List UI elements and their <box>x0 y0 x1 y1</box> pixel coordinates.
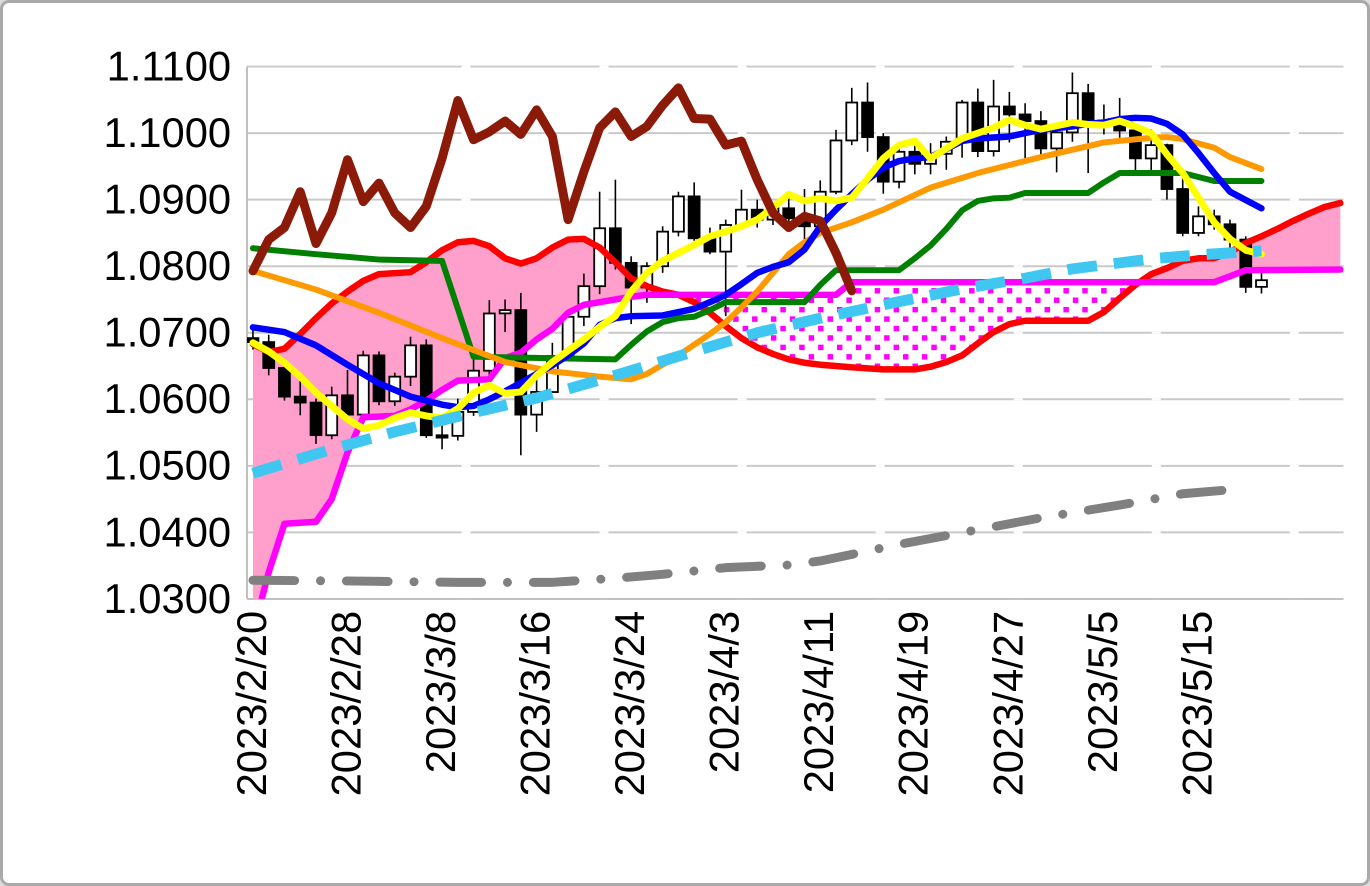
candle-down <box>1081 92 1095 126</box>
candle-up <box>593 227 607 288</box>
y-tick-label: 1.0800 <box>104 242 232 289</box>
y-tick-label: 1.0300 <box>104 575 232 622</box>
x-tick-label: 2023/3/16 <box>512 611 559 797</box>
candle-up <box>1192 215 1205 234</box>
y-tick-label: 1.1000 <box>104 109 232 156</box>
candle-up <box>1144 144 1158 160</box>
x-tick-label: 2023/4/3 <box>701 611 748 773</box>
candle-up <box>656 230 670 268</box>
candle-up <box>1255 279 1268 288</box>
x-tick-label: 2023/4/27 <box>984 611 1031 797</box>
candle-down <box>687 195 701 240</box>
candle-down <box>278 367 291 398</box>
candle-up <box>829 139 843 193</box>
candle-down <box>1176 188 1190 234</box>
candle-down <box>861 101 874 138</box>
x-tick-label: 2023/4/11 <box>795 611 842 793</box>
indicator-lines <box>248 83 1344 599</box>
candle-up <box>325 394 339 437</box>
y-tick-label: 1.0700 <box>104 309 232 356</box>
line-ma-long-orange <box>249 134 1265 383</box>
y-tick-label: 1.1100 <box>107 42 231 89</box>
candle-down <box>1003 105 1016 116</box>
candle-down <box>435 434 449 439</box>
candle-down <box>1129 129 1142 160</box>
x-tick-label: 2023/3/8 <box>417 611 464 773</box>
x-tick-label: 2023/2/28 <box>322 611 369 797</box>
candle-up <box>1066 92 1079 134</box>
candle-down <box>293 395 307 404</box>
candle-up <box>404 344 417 378</box>
candle-down <box>309 401 323 437</box>
candle-up <box>498 309 512 315</box>
y-tick-label: 1.0600 <box>104 375 232 422</box>
line-overlay-line-darkred <box>248 83 857 296</box>
candle-down <box>1034 120 1048 150</box>
line-senkou-span-b-magenta <box>258 266 1344 599</box>
candle-down <box>1018 113 1032 122</box>
candle-up <box>672 195 685 233</box>
line-ma-short-yellow <box>249 116 1265 433</box>
line-trend-dashed-cyan <box>251 245 1262 479</box>
x-tick-label: 2023/5/5 <box>1079 611 1126 773</box>
y-tick-label: 1.0400 <box>104 508 232 555</box>
line-dashdot-line-gray <box>248 484 1251 587</box>
x-tick-label: 2023/3/24 <box>606 611 653 797</box>
ichimoku-candlestick-chart: 1.1100 1.1000 1.0900 1.0800 1.0700 1.0600 1.05… <box>104 42 1344 797</box>
candle-up <box>845 101 859 142</box>
candle-up <box>892 150 906 183</box>
candle-up <box>482 312 496 372</box>
candle-up <box>356 354 370 416</box>
line-senkou-span-a-red <box>249 199 1344 373</box>
candle-up <box>719 224 733 253</box>
candle-down <box>1160 144 1174 190</box>
x-tick-label: 2023/5/15 <box>1173 611 1220 797</box>
y-tick-label: 1.0900 <box>104 176 232 223</box>
candle-down <box>782 207 796 220</box>
candle-down <box>419 344 433 437</box>
line-stepped-line-green <box>249 170 1265 363</box>
x-tick-label: 2023/2/20 <box>228 611 275 797</box>
y-tick-label: 1.0500 <box>104 442 232 489</box>
x-tick-label: 2023/4/19 <box>890 611 937 797</box>
cloud-bullish-area <box>252 238 683 599</box>
candle-up <box>1050 131 1064 150</box>
candle-down <box>341 394 354 416</box>
y-axis-labels: 1.1100 1.1000 1.0900 1.0800 1.0700 1.0600 1.05… <box>104 42 232 621</box>
x-axis-labels: 2023/2/20 2023/2/28 2023/3/8 2023/3/16 2023/… <box>228 611 1221 797</box>
candle-down <box>971 101 985 152</box>
